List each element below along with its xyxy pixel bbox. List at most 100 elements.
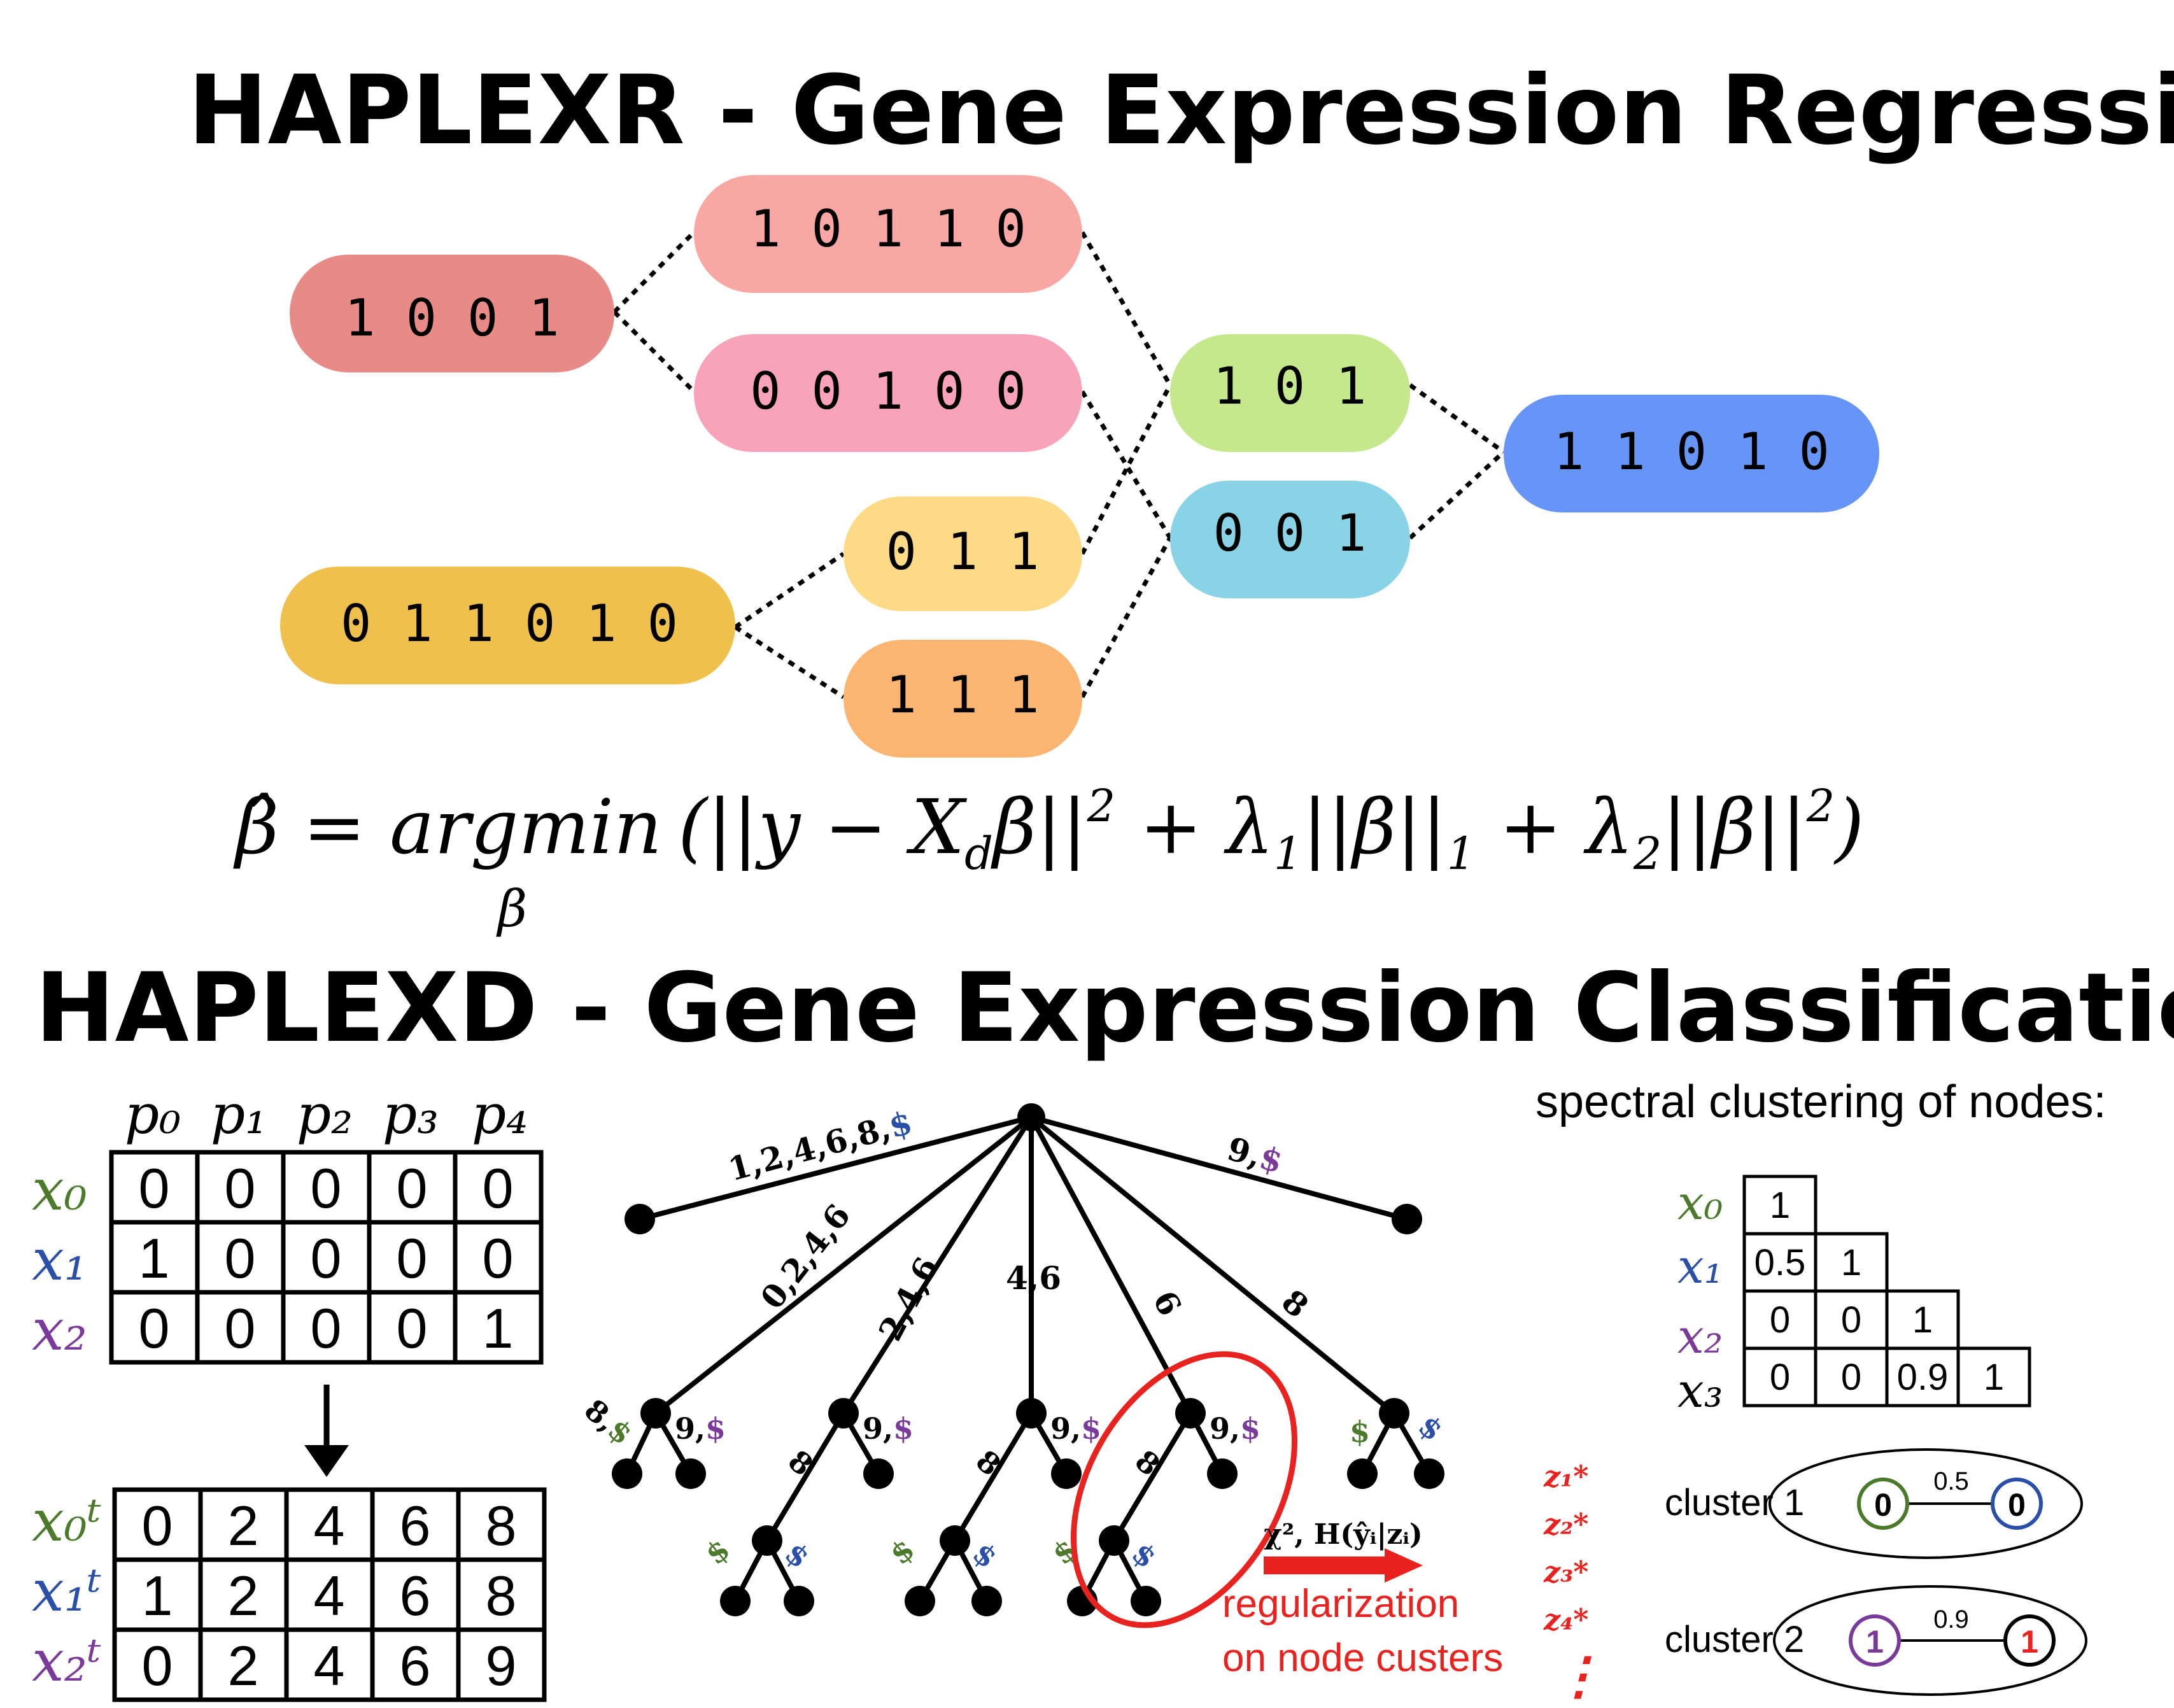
cell: 0 [1770, 1357, 1790, 1398]
regression-formula: β̂ = argmin β (||y − Xdβ||2 + λ1||β||1 +… [233, 780, 1864, 938]
cluster-2: cluster 2 1 1 0.9 [1665, 1585, 2087, 1696]
cell: 0 [1841, 1299, 1861, 1341]
matrix-top-cells: 0 0 0 0 0 1 0 0 0 0 0 0 0 0 1 [139, 1157, 514, 1360]
formula-one: 1 [1274, 828, 1302, 880]
cluster-1: cluster 1 0 0 0.5 [1665, 1448, 2083, 1559]
cell: 0 [311, 1157, 342, 1220]
cell: 0 [1841, 1357, 1861, 1398]
formula-lhs: β̂ = argmin [233, 783, 662, 871]
z-label: z₄* [1543, 1602, 1588, 1637]
matrix-top-grid [109, 1150, 544, 1365]
cell: 2 [228, 1494, 259, 1557]
row-header-x0: x₀ [1677, 1176, 1723, 1231]
z-label: z₁* [1543, 1459, 1588, 1493]
pill-011010: 0 1 1 0 1 0 [280, 567, 735, 684]
cell: 1 [483, 1297, 514, 1360]
matrix-top-row-headers: x₀ x₁ x₂ [32, 1157, 87, 1364]
row-header-x0t: x₀ᵗ [32, 1488, 101, 1555]
dollar-label: $ [698, 1532, 736, 1571]
annotation-formula: χ², H(ŷᵢ|zᵢ) [1264, 1518, 1423, 1551]
node-label: 9,$ [863, 1411, 914, 1446]
node-label: 9,$ [1210, 1411, 1260, 1446]
tree-node [1016, 1398, 1047, 1429]
cell: 0 [225, 1297, 256, 1360]
cell: 0.9 [1897, 1357, 1949, 1398]
cell: 6 [400, 1564, 431, 1627]
formula-two: 2 [1633, 828, 1662, 880]
pill-11010: 1 1 0 1 0 [1504, 395, 1879, 512]
col-header-p4: p₄ [472, 1083, 528, 1147]
cluster-2-label: cluster 2 [1665, 1619, 1804, 1660]
dollar-label: $ [1412, 1408, 1450, 1448]
spectral-row-headers: x₀ x₁ x₂ x₃ [1677, 1176, 1723, 1418]
col-header-p0: p₀ [125, 1083, 181, 1147]
cluster-1-weight: 0.5 [1933, 1467, 1969, 1495]
highlight-ellipse [1071, 1351, 1297, 1628]
tree-node [675, 1458, 706, 1489]
cluster-1-right-node: 0 [2008, 1487, 2026, 1523]
matrix-top: p₀ p₁ p₂ p₃ p₄ x₀ x₁ x₂ 0 0 0 0 0 1 0 [32, 1083, 544, 1365]
edge-label-46: 4,6 [1006, 1259, 1061, 1297]
cell: 0 [139, 1297, 170, 1360]
pill-00100: 0 0 1 0 0 [694, 334, 1082, 452]
row-header-x1: x₁ [1677, 1239, 1723, 1294]
pill-11010-text: 1 1 0 1 0 [1553, 422, 1829, 481]
cluster-2-right-node: 1 [2021, 1624, 2038, 1660]
formula-close: ) [1833, 783, 1864, 871]
classification-title: HAPLEXD - Gene Expression Classification… [35, 953, 2174, 1064]
dollar-label: $ [1350, 1415, 1370, 1449]
cell: 4 [314, 1494, 345, 1557]
regularization-label-line1: regularization [1222, 1582, 1459, 1626]
formula-plus2: + λ [1475, 783, 1634, 871]
row-header-x2: x₂ [1677, 1309, 1723, 1364]
row-header-x3: x₃ [1677, 1364, 1723, 1418]
formula-argmin-sub: β [496, 879, 527, 938]
tree-node [940, 1525, 970, 1556]
col-header-p1: p₁ [211, 1083, 267, 1147]
dollar-label: $ [883, 1532, 921, 1571]
tree-node [1347, 1458, 1378, 1489]
suffix-tree: 1,2,4,6,8,$ 9,$ 0,2,4,6 2,4,6 4,6 6 8 8,… [578, 1103, 1604, 1705]
node-label: 8 [1129, 1443, 1166, 1483]
cell: 0 [139, 1157, 170, 1220]
pill-101-text: 1 0 1 [1213, 356, 1367, 416]
formula-l2: ||β|| [1662, 783, 1806, 871]
cluster-2-left-node: 1 [1866, 1624, 1884, 1660]
tree-node [971, 1586, 1002, 1616]
matrix-top-col-headers: p₀ p₁ p₂ p₃ p₄ [125, 1083, 528, 1147]
node-label: 9,$ [675, 1411, 726, 1446]
regression-title: HAPLEXR - Gene Expression Regression: [188, 55, 2174, 166]
cell: 1 [139, 1227, 170, 1290]
cell: 2 [228, 1564, 259, 1627]
spectral-grid [1742, 1175, 2031, 1408]
pill-111-text: 1 1 1 [886, 665, 1040, 724]
tree-node [625, 1204, 655, 1234]
pill-10110-text: 1 0 1 1 0 [750, 199, 1026, 258]
node-label: 8 [782, 1443, 819, 1483]
tree-node [640, 1398, 671, 1429]
z-label: z₂* [1543, 1507, 1588, 1541]
cell: 1 [1912, 1299, 1933, 1341]
tree-node [828, 1398, 859, 1429]
right-arrow-icon [1264, 1548, 1423, 1583]
z-labels: z₁* z₂* z₃* z₄* ⋮ [1543, 1459, 1604, 1705]
cell: 9 [486, 1634, 517, 1697]
matrix-bottom: x₀ᵗ x₁ᵗ x₂ᵗ 0 2 4 6 8 1 2 4 6 8 0 2 4 [32, 1487, 547, 1702]
cell: 0 [483, 1157, 514, 1220]
tree-node [905, 1586, 935, 1616]
cluster-1-label: cluster 1 [1665, 1482, 1804, 1523]
cell: 0 [311, 1227, 342, 1290]
cell: 4 [314, 1564, 345, 1627]
spectral-clustering: spectral clustering of nodes: x₀ x₁ x₂ x… [1535, 1076, 2106, 1696]
node-label: 8 [970, 1443, 1007, 1483]
svg-text:(||y − Xdβ||2 + λ1||β||1 + λ2|: (||y − Xdβ||2 + λ1||β||1 + λ2||β||2) [678, 780, 1864, 880]
pill-001: 0 0 1 [1170, 481, 1410, 598]
pill-011010-text: 0 1 1 0 1 0 [341, 594, 678, 653]
cluster-1-left-node: 0 [1874, 1487, 1892, 1523]
cell: 6 [400, 1494, 431, 1557]
tree-node [784, 1586, 814, 1616]
down-arrow-icon [304, 1385, 349, 1477]
cell: 0 [397, 1157, 428, 1220]
tree-edge-labels: 1,2,4,6,8,$ 9,$ 0,2,4,6 2,4,6 4,6 6 8 [724, 1103, 1316, 1347]
